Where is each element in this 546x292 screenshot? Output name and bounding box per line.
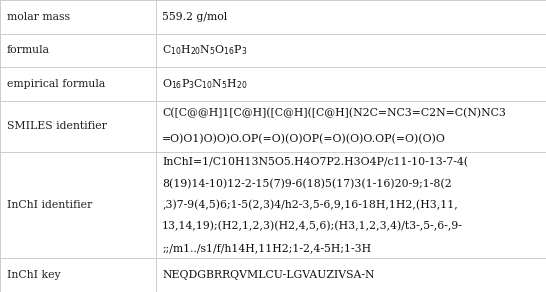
Text: 13,14,19);(H2,1,2,3)(H2,4,5,6);(H3,1,2,3,4)/t3-,5-,6-,9-: 13,14,19);(H2,1,2,3)(H2,4,5,6);(H3,1,2,3… [162,221,463,232]
Text: empirical formula: empirical formula [7,79,105,89]
Text: SMILES identifier: SMILES identifier [7,121,106,131]
Text: =O)O1)O)O)O.OP(=O)(O)OP(=O)(O)O.OP(=O)(O)O: =O)O1)O)O)O.OP(=O)(O)OP(=O)(O)O.OP(=O)(O… [162,134,446,144]
Text: InChI identifier: InChI identifier [7,200,92,210]
Text: O$_{16}$P$_{3}$C$_{10}$N$_{5}$H$_{20}$: O$_{16}$P$_{3}$C$_{10}$N$_{5}$H$_{20}$ [162,77,248,91]
Text: InChI key: InChI key [7,270,60,280]
Text: formula: formula [7,45,50,55]
Text: C$_{10}$H$_{20}$N$_{5}$O$_{16}$P$_{3}$: C$_{10}$H$_{20}$N$_{5}$O$_{16}$P$_{3}$ [162,44,247,57]
Text: molar mass: molar mass [7,12,69,22]
Text: 8(19)14-10)12-2-15(7)9-6(18)5(17)3(1-16)20-9;1-8(2: 8(19)14-10)12-2-15(7)9-6(18)5(17)3(1-16)… [162,179,452,189]
Text: ,3)7-9(4,5)6;1-5(2,3)4/h2-3,5-6,9,16-18H,1H2,(H3,11,: ,3)7-9(4,5)6;1-5(2,3)4/h2-3,5-6,9,16-18H… [162,200,458,210]
Text: 559.2 g/mol: 559.2 g/mol [162,12,228,22]
Text: NEQDGBRRQVMLCU-LGVAUZIVSA-N: NEQDGBRRQVMLCU-LGVAUZIVSA-N [162,270,375,280]
Text: InChI=1/C10H13N5O5.H4O7P2.H3O4P/c11-10-13-7-4(: InChI=1/C10H13N5O5.H4O7P2.H3O4P/c11-10-1… [162,157,468,168]
Text: ;;/m1../s1/f/h14H,11H2;1-2,4-5H;1-3H: ;;/m1../s1/f/h14H,11H2;1-2,4-5H;1-3H [162,243,371,253]
Text: C([C@@H]1[C@H]([C@H]([C@H](N2C=NC3=C2N=C(N)NC3: C([C@@H]1[C@H]([C@H]([C@H](N2C=NC3=C2N=C… [162,108,506,119]
